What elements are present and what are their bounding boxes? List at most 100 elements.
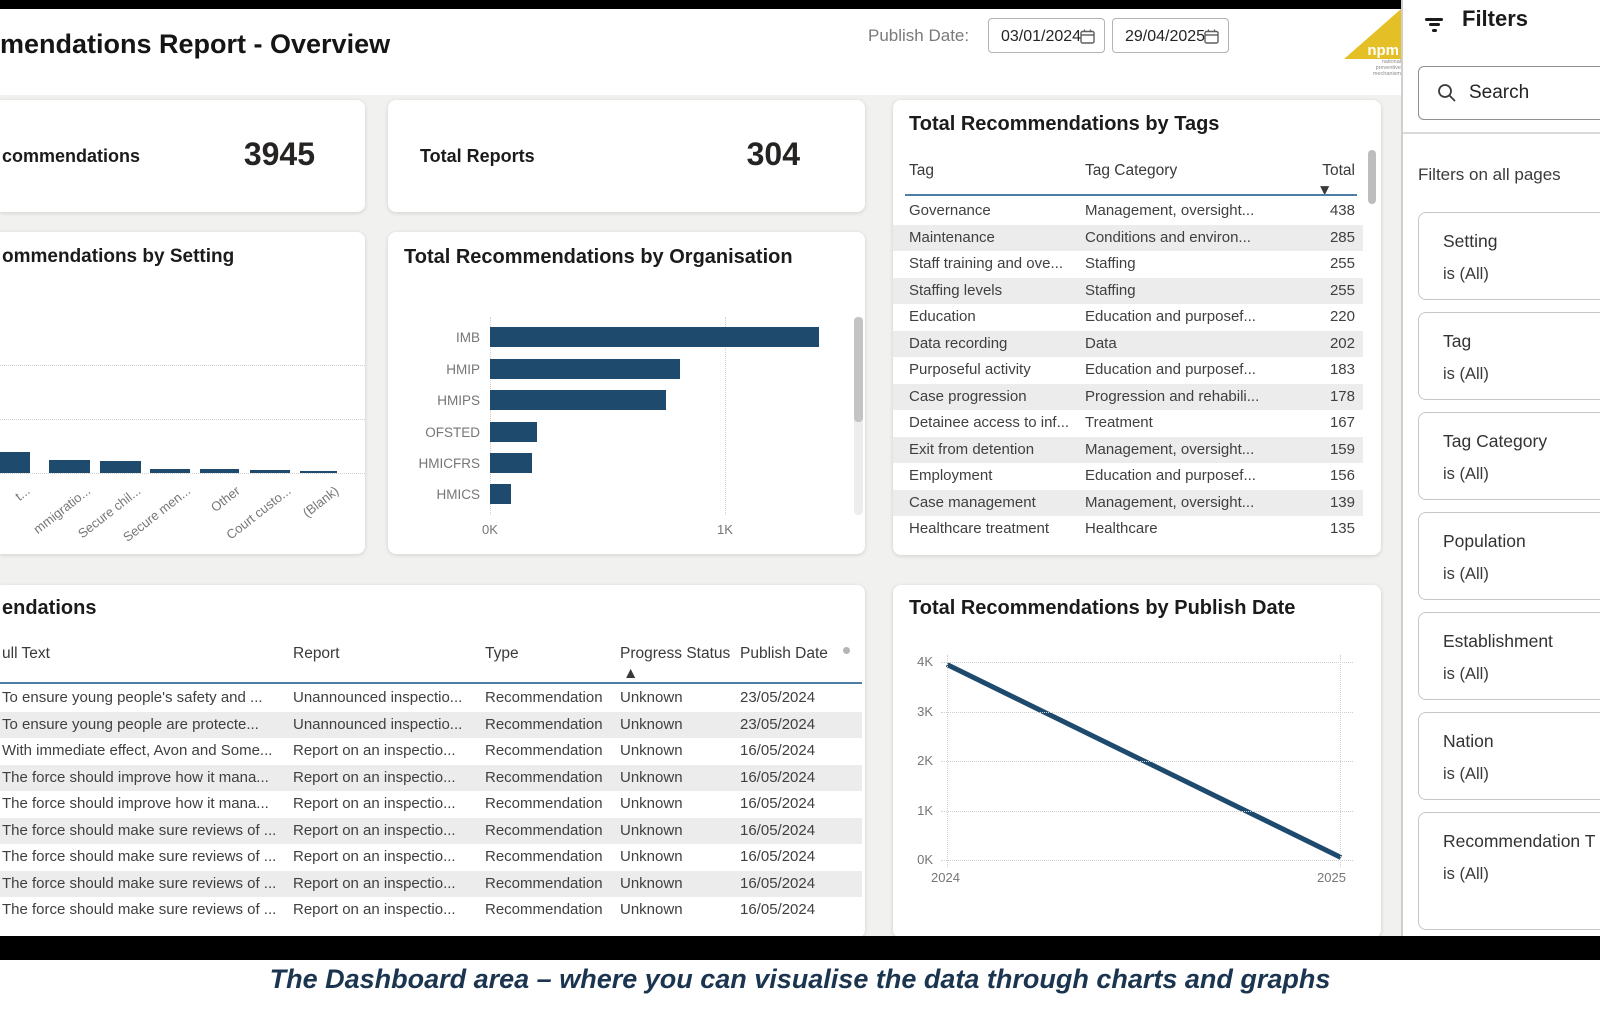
calendar-icon[interactable] [1080,29,1095,44]
bar-Other[interactable] [200,469,239,473]
filter-card-recommendation-t[interactable]: Recommendation T is (All) [1418,812,1600,930]
bar-mmigratio...[interactable] [49,460,90,473]
bar-Court custo...[interactable] [250,470,290,473]
table-row[interactable]: Case management Management, oversight... 1… [893,489,1363,516]
publish-date-chart-card: Total Recommendations by Publish Date 0K… [893,585,1381,938]
table-cell: Recommendation [485,689,603,706]
y-axis-tick: 0K [917,852,933,867]
table-cell: Unknown [620,901,683,918]
table-cell: The force should make sure reviews of ..… [2,848,277,865]
bar-(Blank)[interactable] [300,471,337,473]
filter-card-population[interactable]: Population is (All) [1418,512,1600,600]
y-axis-label: HMIP [446,362,480,377]
calendar-icon[interactable] [1204,29,1219,44]
tags-table-scrollbar[interactable] [1368,150,1376,204]
table-cell: 202 [1329,334,1355,352]
x-axis-tick: 0K [482,522,498,537]
filter-card-tag-category[interactable]: Tag Category is (All) [1418,412,1600,500]
table-cell: Education and purposef... [1085,361,1256,378]
table-row[interactable]: Purposeful activity Education and purpose… [893,357,1363,384]
table-cell: Recommendation [485,901,603,918]
table-cell: Recommendation [485,848,603,865]
date-from-input[interactable]: 03/01/2024 [988,18,1105,53]
y-axis-label: IMB [455,330,480,345]
table-cell: Recommendation [485,742,603,759]
setting-chart-plot: t... mmigratio... Secure chil... Secure men… [0,232,365,554]
table-cell: Data recording [909,334,1008,352]
table-row[interactable]: To ensure young people are protecte... Un… [0,711,862,738]
total-reports-card: Total Reports 304 [388,100,865,212]
filter-field-value: is (All) [1443,665,1489,683]
table-cell: Report on an inspectio... [293,848,456,865]
table-row[interactable]: To ensure young people's safety and ... U… [0,685,862,712]
bar-Secure chil...[interactable] [100,461,141,473]
filter-card-establishment[interactable]: Establishment is (All) [1418,612,1600,700]
npm-logo-triangle: npm [1344,9,1401,59]
table-cell: Purposeful activity [909,361,1031,378]
bar-HMICS[interactable] [490,484,511,504]
table-row[interactable]: Education Education and purposef... 220 [893,304,1363,331]
bar-IMB[interactable] [490,327,819,347]
table-row[interactable]: The force should make sure reviews of ..… [0,897,862,924]
table-cell: Staffing [1085,281,1136,299]
table-scroll-dot[interactable] [843,647,850,654]
table-cell: Recommendation [485,795,603,812]
table-row[interactable]: Employment Education and purposef... 156 [893,463,1363,490]
table-cell: Education and purposef... [1085,308,1256,325]
table-cell: Data [1085,334,1117,352]
table-cell: Report on an inspectio... [293,742,456,759]
table-row[interactable]: The force should improve how it mana... R… [0,764,862,791]
filter-field-value: is (All) [1443,865,1489,883]
date-to-input[interactable]: 29/04/2025 [1112,18,1229,53]
table-cell: Education and purposef... [1085,467,1256,484]
table-row[interactable]: The force should make sure reviews of ..… [0,870,862,897]
setting-chart-card: ommendations by Setting t... mmigratio...… [0,232,365,554]
table-cell: Unknown [620,795,683,812]
bar-HMIPS[interactable] [490,390,666,410]
organisation-chart-title: Total Recommendations by Organisation [404,246,793,268]
table-cell: Unknown [620,742,683,759]
bar-t...[interactable] [0,452,30,473]
table-row[interactable]: With immediate effect, Avon and Some... R… [0,738,862,765]
table-cell: Recommendation [485,768,603,786]
filter-field-name: Recommendation T [1443,831,1596,851]
filter-field-value: is (All) [1443,265,1489,283]
table-cell: 220 [1329,308,1355,325]
table-cell: 156 [1329,467,1355,484]
table-row[interactable]: Governance Management, oversight... 438 [893,198,1363,225]
filter-card-nation[interactable]: Nation is (All) [1418,712,1600,800]
table-row[interactable]: Maintenance Conditions and environ... 285 [893,224,1363,251]
bar-HMICFRS[interactable] [490,453,532,473]
table-cell: The force should make sure reviews of ..… [2,821,277,839]
table-row[interactable]: The force should improve how it mana... R… [0,791,862,818]
table-cell: Report on an inspectio... [293,901,456,918]
table-cell: 16/05/2024 [740,768,816,786]
filter-card-setting[interactable]: Setting is (All) [1418,212,1600,300]
table-row[interactable]: The force should make sure reviews of ..… [0,844,862,871]
table-cell: Report on an inspectio... [293,795,456,812]
table-row[interactable]: Healthcare treatment Healthcare 135 [893,516,1363,543]
caption: The Dashboard area – where you can visua… [269,964,1331,994]
y-axis-tick: 2K [917,753,933,768]
table-row[interactable]: The force should make sure reviews of ..… [0,817,862,844]
y-axis-tick: 3K [917,703,933,719]
bar-OFSTED[interactable] [490,422,537,442]
table-row[interactable]: Detainee access to inf... Treatment 167 [893,410,1363,437]
filter-card-tag[interactable]: Tag is (All) [1418,312,1600,400]
table-row[interactable]: Exit from detention Management, oversight… [893,436,1363,463]
npm-logo: npm national preventive mechanism [1344,9,1401,79]
chart-scrollbar-thumb[interactable] [854,317,863,422]
table-row[interactable]: Staff training and ove... Staffing 255 [893,251,1363,278]
table-row[interactable]: Data recording Data 202 [893,330,1363,357]
table-row[interactable]: Case progression Progression and rehabili… [893,383,1363,410]
bar-Secure men...[interactable] [150,469,190,473]
recommendations-table-card: endations ull Text Report Type Progress … [0,585,865,938]
bar-HMIP[interactable] [490,359,680,379]
filters-search-box[interactable]: Search [1418,66,1600,120]
x-axis-tick: 2024 [931,870,960,885]
table-cell: Maintenance [909,228,995,246]
table-cell: Healthcare [1085,520,1158,537]
chart-scrollbar-track[interactable] [854,317,863,515]
table-row[interactable]: Staffing levels Staffing 255 [893,277,1363,304]
x-axis-tick: 1K [717,522,733,537]
